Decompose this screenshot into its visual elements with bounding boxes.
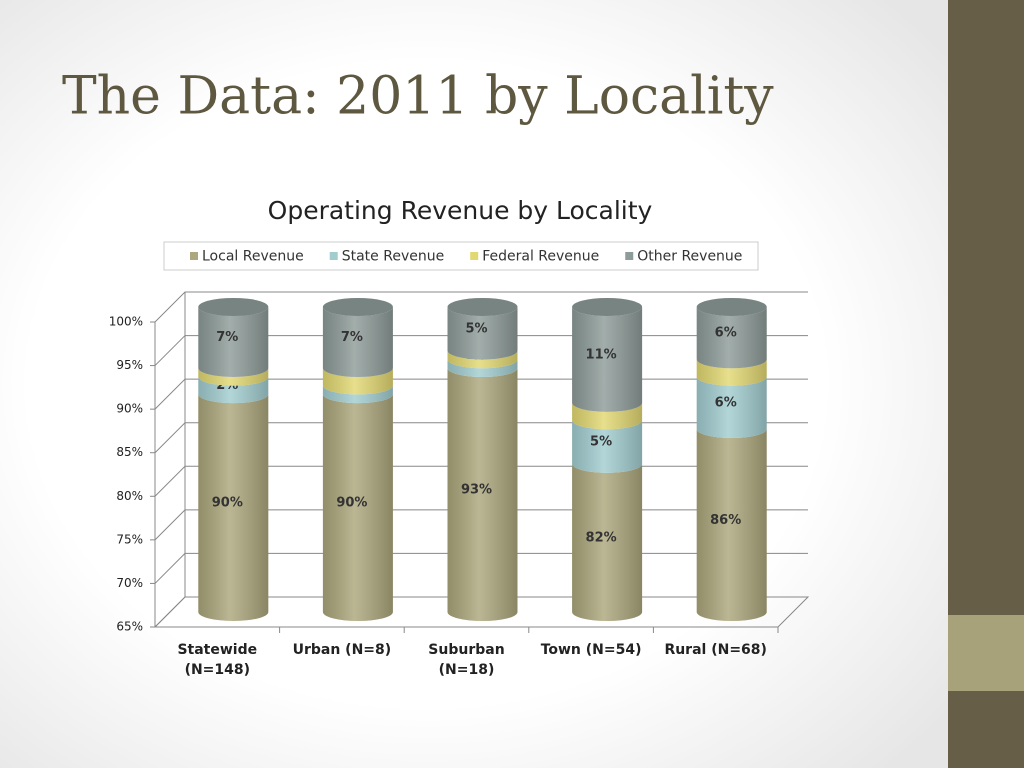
- bar-cap: [572, 298, 643, 316]
- bar-shade: [322, 385, 393, 404]
- x-tick-label: Urban (N=8): [292, 642, 392, 658]
- legend-label: Other Revenue: [637, 249, 742, 265]
- bar-cap: [696, 298, 767, 316]
- grid-line: [154, 291, 808, 323]
- legend-label: Local Revenue: [202, 249, 304, 265]
- data-label: 7%: [341, 330, 363, 345]
- legend-swatch: [625, 252, 634, 260]
- y-tick-label: 65%: [116, 620, 143, 634]
- data-label: 90%: [336, 496, 367, 511]
- legend-label: State Revenue: [342, 249, 444, 265]
- legend-swatch: [470, 252, 479, 260]
- bar-shade: [322, 368, 393, 395]
- x-tick-label: Suburban (N=18): [428, 642, 505, 678]
- bar-cap-shade: [447, 298, 518, 316]
- x-tick-label: Statewide (N=148): [177, 642, 258, 678]
- bar-shade: [572, 307, 643, 412]
- legend-swatch: [190, 252, 198, 260]
- bar-shade: [572, 463, 643, 621]
- data-label: 86%: [710, 513, 741, 528]
- bar-shade: [696, 307, 767, 369]
- bar-shade: [447, 368, 518, 621]
- slide-title: The Data: 2011 by Locality: [62, 67, 774, 127]
- y-tick-label: 80%: [116, 489, 143, 503]
- data-label: 6%: [715, 326, 737, 341]
- x-tick-label: Town (N=54): [540, 642, 642, 658]
- bar-cap: [322, 298, 393, 316]
- legend-label: Federal Revenue: [482, 249, 599, 265]
- data-label: 6%: [715, 395, 737, 410]
- y-tick-label: 90%: [116, 402, 143, 416]
- bar-cap-shade: [696, 298, 767, 316]
- bar-shade: [447, 350, 518, 369]
- data-label: 5%: [590, 435, 612, 450]
- data-label: 5%: [465, 321, 487, 336]
- bar-shade: [572, 420, 643, 473]
- y-tick-label: 95%: [116, 358, 143, 372]
- bar-shade: [198, 368, 269, 386]
- bar-shade: [198, 307, 269, 377]
- bar-shade: [322, 394, 393, 621]
- bar-cap: [447, 298, 518, 316]
- bar-shade: [447, 307, 518, 360]
- bar-shade: [572, 402, 643, 430]
- y-tick-label: 70%: [116, 576, 143, 590]
- legend-box: [163, 241, 759, 271]
- data-label: 93%: [461, 483, 492, 498]
- bar-cap-shade: [322, 298, 393, 316]
- bar-shade: [696, 359, 767, 386]
- legend-swatch: [329, 252, 338, 260]
- y-tick-label: 75%: [116, 532, 143, 546]
- bar-shade: [696, 376, 767, 438]
- bar-cap-shade: [198, 298, 269, 316]
- data-label: 82%: [586, 530, 617, 545]
- data-label: 7%: [216, 330, 238, 345]
- bar-shade: [696, 429, 767, 621]
- y-tick-label: 85%: [116, 445, 143, 459]
- side-block: [948, 615, 1024, 691]
- data-label: 11%: [586, 347, 617, 362]
- bar-cap-shade: [572, 298, 643, 316]
- bar-cap: [198, 298, 269, 316]
- bar-shade: [322, 307, 393, 377]
- chart-title: Operating Revenue by Locality: [268, 196, 653, 225]
- x-tick-label: Rural (N=68): [664, 642, 767, 658]
- y-tick-label: 100%: [109, 315, 143, 329]
- data-label: 90%: [212, 496, 243, 511]
- bar-shade: [198, 376, 269, 404]
- bar-shade: [198, 394, 269, 621]
- bar-shade: [447, 359, 518, 377]
